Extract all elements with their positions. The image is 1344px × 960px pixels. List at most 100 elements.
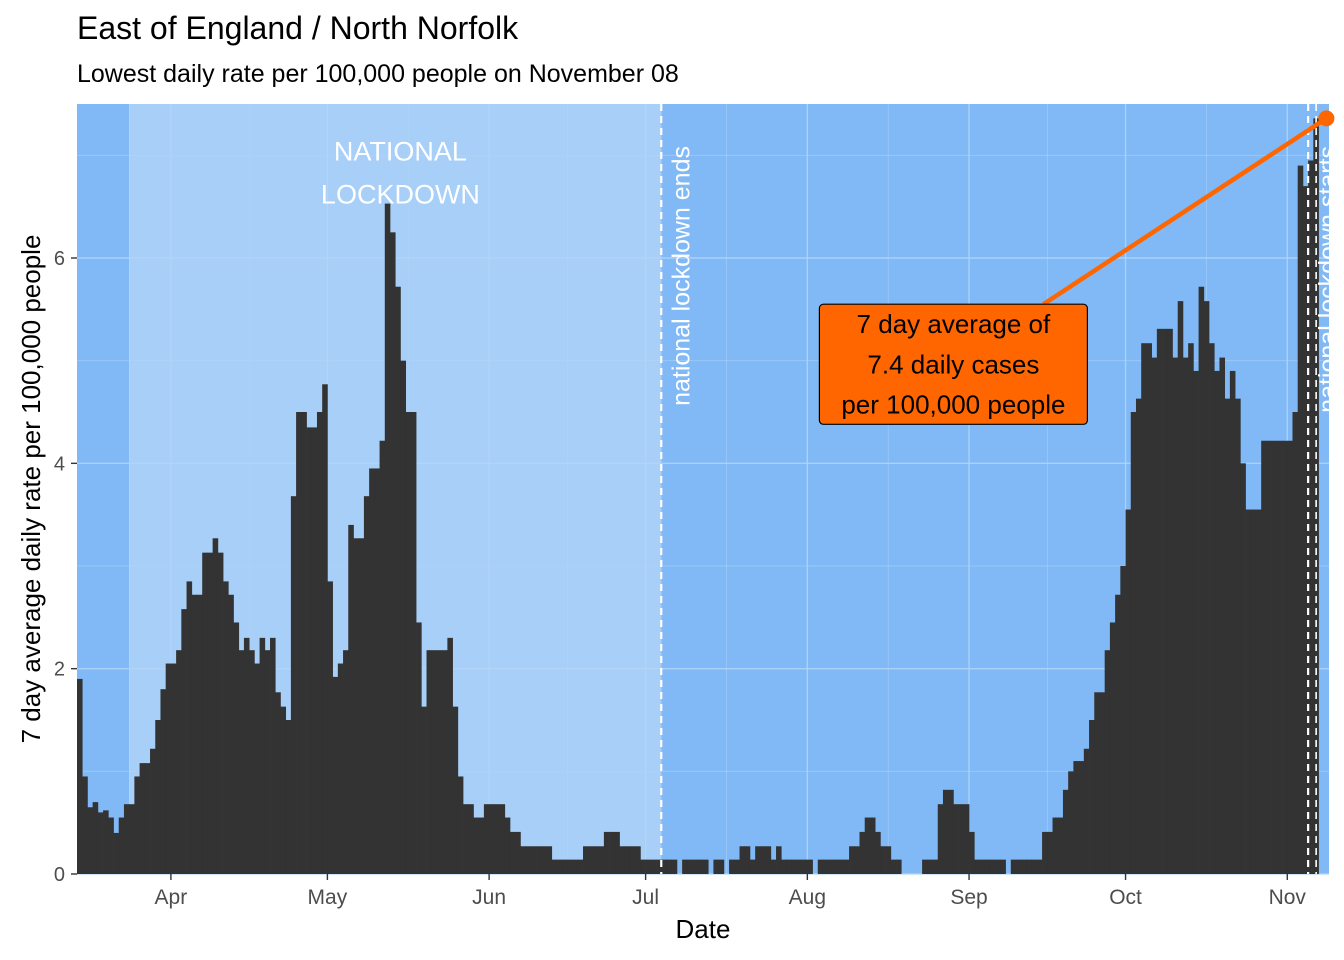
bar bbox=[885, 846, 892, 874]
bar bbox=[671, 859, 678, 874]
bar bbox=[869, 817, 876, 874]
bar bbox=[97, 812, 104, 874]
bar bbox=[489, 804, 495, 874]
bar bbox=[134, 776, 140, 874]
bar bbox=[817, 859, 824, 874]
bar bbox=[1302, 186, 1309, 875]
bar bbox=[191, 594, 198, 874]
bar bbox=[400, 360, 406, 875]
bar bbox=[186, 581, 193, 874]
bar bbox=[1068, 771, 1074, 874]
callout-point bbox=[1318, 110, 1335, 127]
bar bbox=[1130, 412, 1137, 874]
bar bbox=[833, 859, 839, 874]
bars bbox=[77, 118, 1319, 875]
bar bbox=[165, 663, 172, 874]
bar bbox=[682, 859, 688, 874]
x-tick-label: Oct bbox=[1109, 886, 1142, 909]
bar bbox=[447, 637, 453, 874]
bar bbox=[1104, 650, 1111, 874]
bar bbox=[259, 637, 266, 874]
bar bbox=[103, 810, 109, 874]
bar bbox=[452, 706, 459, 874]
bar bbox=[405, 412, 412, 874]
bar bbox=[1203, 301, 1210, 874]
bar bbox=[217, 552, 224, 874]
x-tick-label: May bbox=[308, 886, 348, 909]
bar bbox=[1250, 509, 1257, 874]
band-label-line1: NATIONAL bbox=[334, 136, 467, 166]
bar bbox=[1292, 412, 1299, 874]
y-axis-label: 7 day average daily rate per 100,000 peo… bbox=[16, 235, 46, 744]
bar bbox=[687, 859, 693, 874]
bar bbox=[640, 859, 646, 874]
bar bbox=[995, 859, 1001, 874]
background-band bbox=[77, 104, 130, 874]
bar bbox=[656, 859, 662, 874]
bar bbox=[1198, 286, 1205, 874]
bar bbox=[379, 440, 386, 874]
bar bbox=[301, 412, 307, 874]
bar bbox=[609, 831, 615, 874]
event-lines: national lockdown ends national lockdown … bbox=[660, 104, 1342, 874]
bar bbox=[1000, 859, 1006, 874]
bar bbox=[1083, 748, 1090, 874]
bar bbox=[1172, 357, 1179, 874]
bar bbox=[942, 789, 949, 874]
bar bbox=[1240, 463, 1246, 874]
bar bbox=[296, 412, 302, 874]
bar bbox=[1282, 440, 1288, 874]
bar bbox=[1099, 692, 1106, 874]
bar bbox=[1271, 440, 1278, 874]
bar bbox=[1219, 357, 1226, 874]
bar bbox=[791, 859, 798, 874]
bar bbox=[390, 232, 396, 875]
bar bbox=[1094, 692, 1100, 874]
bar bbox=[155, 720, 161, 874]
bar bbox=[1146, 343, 1152, 874]
bar bbox=[1115, 594, 1121, 874]
bar bbox=[139, 763, 146, 874]
bar bbox=[374, 468, 380, 874]
x-tick-label: Jun bbox=[472, 886, 506, 909]
bar bbox=[749, 859, 756, 874]
bar bbox=[1214, 370, 1220, 874]
bar bbox=[176, 650, 182, 874]
bar bbox=[692, 859, 699, 874]
bar bbox=[577, 859, 584, 874]
bar bbox=[228, 594, 234, 874]
y-tick-label: 4 bbox=[54, 453, 65, 475]
x-tick-label: Aug bbox=[789, 886, 826, 909]
bar bbox=[1125, 509, 1132, 874]
bar bbox=[556, 859, 563, 874]
bar bbox=[243, 637, 250, 874]
y-tick-label: 2 bbox=[54, 659, 65, 681]
bar bbox=[838, 859, 845, 874]
bar bbox=[551, 859, 558, 874]
bar bbox=[181, 609, 187, 874]
bar bbox=[583, 846, 589, 874]
bar bbox=[249, 650, 255, 874]
bar bbox=[327, 581, 333, 874]
axes: 0 2 4 6 Apr May Jun Jul Aug Sep Oct Nov Date 7 day av… bbox=[16, 235, 1306, 944]
bar bbox=[786, 859, 793, 874]
bar bbox=[781, 859, 787, 874]
callout-box bbox=[818, 303, 1089, 425]
bar bbox=[421, 706, 427, 874]
bar bbox=[520, 846, 526, 874]
x-axis-label: Date bbox=[676, 914, 731, 944]
bar bbox=[614, 831, 620, 874]
callout-text-line: per 100,000 people bbox=[841, 389, 1065, 419]
bar bbox=[483, 804, 490, 874]
bar bbox=[87, 807, 93, 874]
bar bbox=[729, 859, 735, 874]
band-label-line2: LOCKDOWN bbox=[321, 179, 480, 209]
bar bbox=[1209, 343, 1215, 874]
bar bbox=[77, 678, 83, 874]
bar bbox=[1266, 440, 1272, 874]
bar bbox=[290, 496, 297, 874]
bar bbox=[223, 581, 229, 874]
bar bbox=[890, 859, 897, 874]
bar bbox=[1089, 720, 1095, 874]
bar bbox=[1010, 859, 1017, 874]
